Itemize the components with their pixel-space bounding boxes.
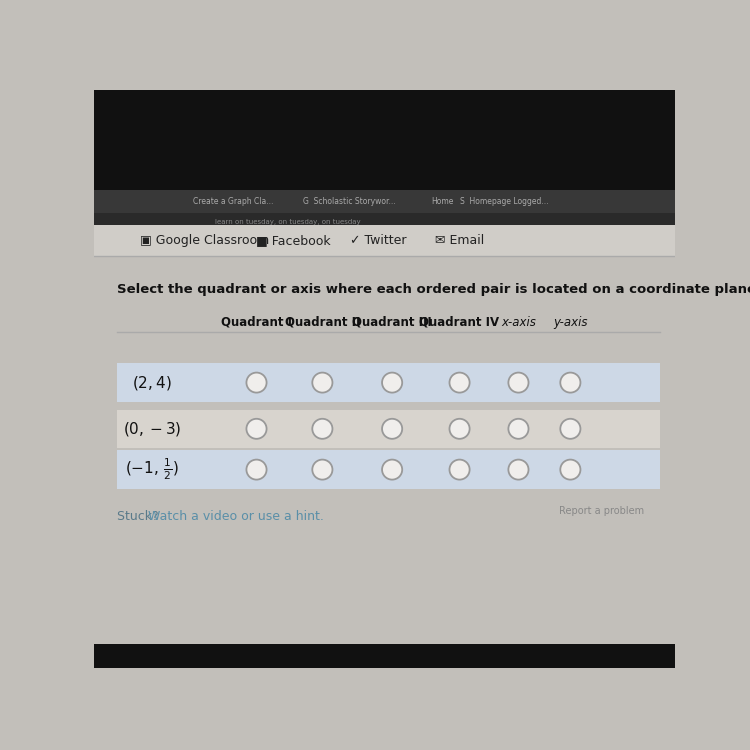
Text: Select the quadrant or axis where each ordered pair is located on a coordinate p: Select the quadrant or axis where each o… [117,283,750,296]
Circle shape [382,460,402,479]
Text: S  Homepage Logged...: S Homepage Logged... [460,197,549,206]
Text: ✉ Email: ✉ Email [435,234,484,247]
Text: Quadrant IV: Quadrant IV [419,316,500,328]
Circle shape [312,419,332,439]
Text: $(2, 4)$: $(2, 4)$ [132,374,172,392]
Circle shape [509,460,529,479]
Text: Watch a video or use a hint.: Watch a video or use a hint. [148,510,324,523]
Text: Create a Graph Cla...: Create a Graph Cla... [193,197,274,206]
Circle shape [560,373,580,392]
Bar [94,213,675,230]
Text: $(0, -3)$: $(0, -3)$ [123,420,181,438]
Circle shape [382,419,402,439]
Circle shape [509,373,529,392]
Text: Report a problem: Report a problem [559,506,644,516]
Text: G  Scholastic Storywor...: G Scholastic Storywor... [303,197,396,206]
Circle shape [560,419,580,439]
Circle shape [247,460,266,479]
Circle shape [247,419,266,439]
Text: y-axis: y-axis [553,316,588,328]
Circle shape [312,460,332,479]
Circle shape [449,460,470,479]
Text: ▣ Google Classroom: ▣ Google Classroom [140,234,269,247]
Text: ■ Facebook: ■ Facebook [256,234,332,247]
Circle shape [382,373,402,392]
Circle shape [247,373,266,392]
Text: Stuck?: Stuck? [117,510,163,523]
Text: Home: Home [431,197,454,206]
Text: Quadrant II: Quadrant II [285,316,360,328]
Text: ✓ Twitter: ✓ Twitter [350,234,406,247]
Bar [94,256,675,668]
Bar [117,363,659,402]
Circle shape [312,373,332,392]
Bar [117,450,659,489]
Text: x-axis: x-axis [501,316,536,328]
Bar [94,644,675,668]
Bar [94,90,675,190]
Text: Quadrant III: Quadrant III [352,316,432,328]
Circle shape [449,373,470,392]
Bar [94,225,675,256]
Circle shape [560,460,580,479]
Circle shape [449,419,470,439]
Bar [117,410,659,448]
Text: learn on tuesday, on tuesday, on tuesday: learn on tuesday, on tuesday, on tuesday [214,219,360,225]
Bar [94,190,675,213]
Text: Quadrant I: Quadrant I [221,316,292,328]
Text: $(-1,\,\frac{1}{2})$: $(-1,\,\frac{1}{2})$ [124,457,179,482]
Circle shape [509,419,529,439]
